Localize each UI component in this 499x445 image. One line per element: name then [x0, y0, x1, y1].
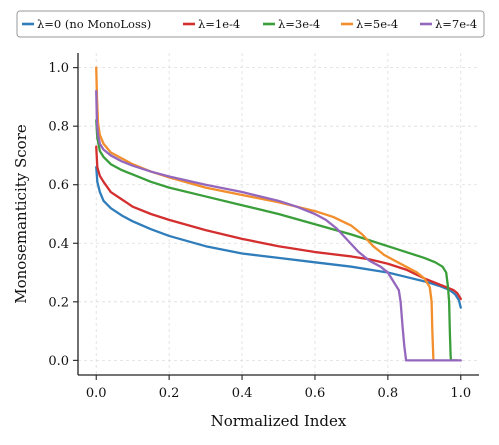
- y-tick-label: 0.6: [48, 178, 69, 193]
- x-tick-label: 0.0: [86, 386, 107, 401]
- grid: [78, 53, 479, 375]
- x-tick-label: 0.6: [305, 386, 326, 401]
- y-axis-title: Monosemanticity Score: [12, 124, 30, 304]
- legend-label-2: λ=1e-4: [198, 17, 240, 31]
- legend-label-3: λ=3e-4: [278, 17, 320, 31]
- y-tick-label: 1.0: [48, 61, 69, 76]
- y-tick-label: 0.0: [48, 354, 69, 369]
- y-tick-label: 0.4: [48, 237, 69, 252]
- series-line-5: [95, 89, 462, 362]
- legend-label-5: λ=7e-4: [435, 17, 477, 31]
- x-tick-label: 0.4: [232, 386, 253, 401]
- series-line-1: [95, 166, 462, 309]
- series-line-2: [95, 145, 462, 301]
- x-axis-title: Normalized Index: [211, 412, 347, 430]
- legend-label-4: λ=5e-4: [356, 17, 398, 31]
- x-tick-label: 0.8: [378, 386, 399, 401]
- legend: λ=0 (no MonoLoss) λ=1e-4 λ=3e-4 λ=5e-4 λ=7e-…: [16, 10, 485, 38]
- x-tick-label: 0.2: [159, 386, 180, 401]
- axes: [73, 53, 479, 380]
- y-tick-label: 0.2: [48, 295, 69, 310]
- series-line-3: [95, 119, 459, 362]
- series-lines: [95, 66, 462, 362]
- series-line-4: [95, 66, 437, 362]
- legend-label-1: λ=0 (no MonoLoss): [37, 17, 151, 31]
- y-tick-label: 0.8: [48, 120, 69, 135]
- tick-labels: 0.0 0.2 0.4 0.6 0.8 1.0 0.0 0.2 0.4 0.6 0.8 1.0: [48, 61, 471, 401]
- legend-box: [16, 10, 485, 38]
- x-tick-label: 1.0: [450, 386, 471, 401]
